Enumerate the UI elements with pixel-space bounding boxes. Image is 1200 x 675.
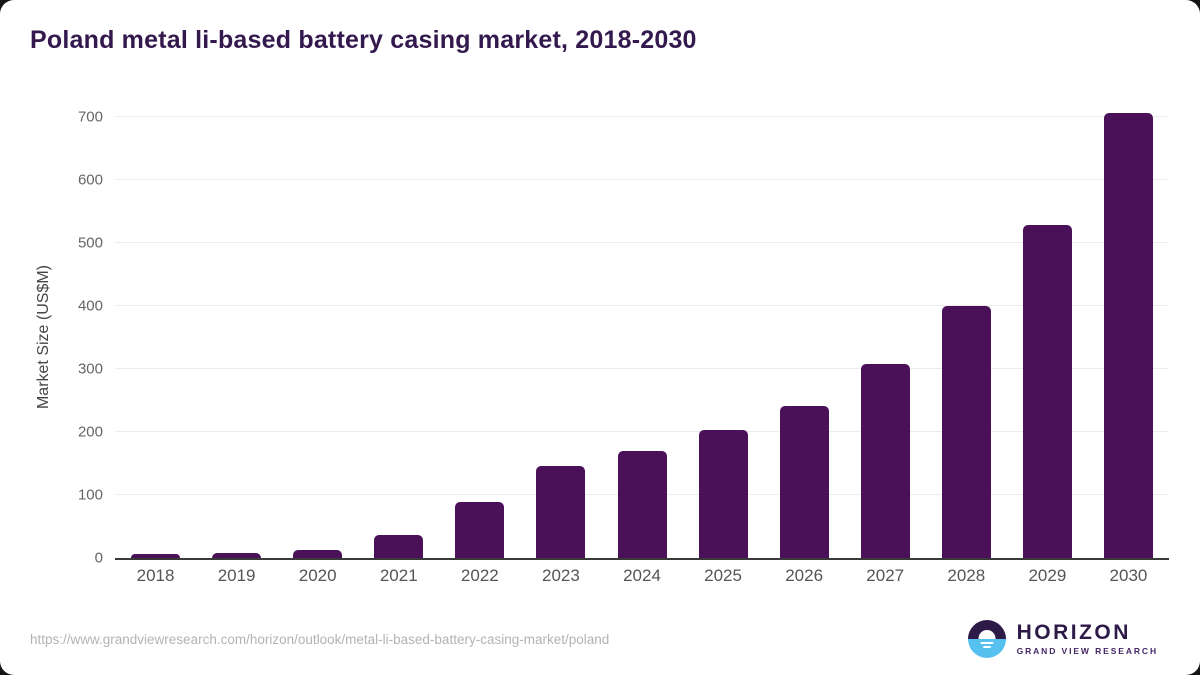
bar-2020: [293, 550, 343, 558]
x-tick-label-2026: 2026: [785, 566, 824, 585]
source-url: https://www.grandviewresearch.com/horizo…: [30, 632, 610, 647]
gridline-600: [115, 179, 1169, 180]
y-tick-label-600: 600: [77, 171, 103, 189]
logo-brand-name: HORIZON: [1016, 621, 1131, 644]
logo-reflection-line: [982, 646, 991, 648]
logo-sub-brand: GRAND VIEW RESEARCH: [1016, 646, 1158, 656]
x-tick-label-2021: 2021: [379, 566, 418, 585]
bar-2019: [212, 552, 262, 558]
x-tick-label-2025: 2025: [704, 566, 742, 585]
x-tick-label-2024: 2024: [623, 566, 661, 585]
logo-text: HORIZON GRAND VIEW RESEARCH: [1017, 622, 1158, 656]
logo-sea: [967, 639, 1006, 658]
plot-area: [115, 112, 1169, 560]
x-tick-label-2028: 2028: [947, 566, 986, 585]
y-tick-label-300: 300: [77, 360, 103, 378]
bar-2027: [860, 363, 910, 558]
gridline-300: [115, 368, 1169, 369]
bar-2023: [536, 466, 586, 558]
x-tick-label-2022: 2022: [460, 566, 499, 585]
horizon-sunset-icon: [967, 620, 1006, 658]
bar-2025: [698, 430, 748, 558]
y-tick-label-0: 0: [94, 549, 103, 567]
y-tick-label-100: 100: [77, 486, 103, 504]
gridline-700: [115, 116, 1169, 117]
x-axis-tick-labels: 2018 2019 2020 2021 2022 2023 2024 2025 2026 2027…: [115, 566, 1169, 590]
y-tick-label-200: 200: [77, 423, 103, 441]
logo-sky: [967, 620, 1006, 639]
x-tick-label-2029: 2029: [1028, 566, 1067, 585]
x-tick-label-2030: 2030: [1109, 566, 1148, 585]
y-axis-tick-labels: 0 100 200 300 400 500 600 700: [45, 109, 103, 567]
logo-reflection-line: [980, 642, 994, 644]
logo-sun: [978, 630, 996, 639]
bar-2021: [374, 535, 424, 558]
gridline-500: [115, 242, 1169, 243]
x-tick-label-2020: 2020: [298, 566, 337, 585]
bar-2024: [617, 450, 667, 558]
chart-title: Poland metal li-based battery casing mar…: [30, 26, 697, 54]
brand-logo: HORIZON GRAND VIEW RESEARCH: [967, 618, 1158, 660]
x-tick-label-2018: 2018: [136, 566, 175, 585]
gridline-200: [115, 431, 1169, 432]
bar-2028: [941, 306, 991, 558]
bar-2018: [131, 553, 181, 558]
x-tick-label-2027: 2027: [866, 566, 905, 585]
x-tick-label-2023: 2023: [542, 566, 580, 585]
y-tick-label-400: 400: [77, 297, 103, 315]
bar-2029: [1022, 224, 1072, 558]
x-tick-label-2019: 2019: [217, 566, 256, 585]
y-tick-label-500: 500: [77, 234, 103, 252]
bar-2022: [455, 501, 505, 558]
gridline-400: [115, 305, 1169, 306]
y-tick-label-700: 700: [77, 108, 103, 126]
bar-2026: [779, 405, 829, 558]
bar-2030: [1103, 112, 1153, 558]
